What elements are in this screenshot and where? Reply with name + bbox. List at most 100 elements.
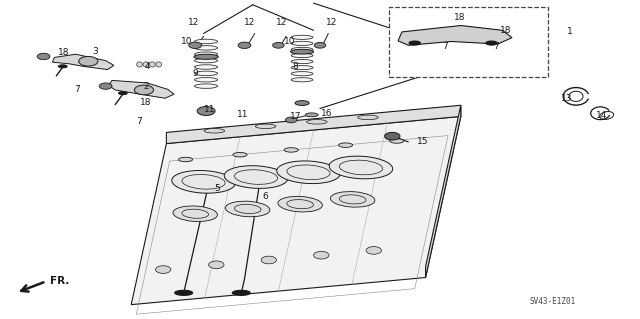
Circle shape: [385, 132, 400, 140]
Ellipse shape: [409, 41, 420, 45]
Ellipse shape: [194, 54, 218, 59]
Text: 13: 13: [561, 94, 572, 103]
Circle shape: [238, 42, 251, 48]
Ellipse shape: [291, 59, 313, 64]
Text: FR.: FR.: [50, 276, 69, 286]
Ellipse shape: [291, 65, 313, 70]
Ellipse shape: [291, 47, 313, 52]
Ellipse shape: [224, 166, 288, 189]
Polygon shape: [131, 116, 461, 305]
Ellipse shape: [339, 143, 353, 147]
Text: 18: 18: [140, 98, 152, 107]
Text: 10: 10: [181, 37, 193, 46]
Circle shape: [156, 266, 171, 273]
Text: 5: 5: [215, 184, 220, 193]
Polygon shape: [52, 54, 114, 70]
Ellipse shape: [291, 41, 313, 46]
Text: 3: 3: [92, 47, 97, 56]
Ellipse shape: [305, 113, 318, 117]
Ellipse shape: [175, 290, 193, 295]
Text: 12: 12: [326, 19, 337, 27]
Text: 7: 7: [74, 85, 79, 94]
Text: 18: 18: [500, 26, 511, 35]
Circle shape: [464, 33, 477, 39]
Text: 14: 14: [596, 111, 607, 120]
Circle shape: [406, 13, 420, 20]
Circle shape: [456, 29, 484, 43]
Text: 11: 11: [204, 105, 216, 114]
Ellipse shape: [173, 206, 218, 221]
Circle shape: [261, 256, 276, 264]
Ellipse shape: [358, 115, 378, 120]
Ellipse shape: [233, 152, 247, 157]
Circle shape: [285, 117, 297, 123]
Ellipse shape: [195, 52, 218, 56]
Text: 7: 7: [137, 117, 142, 126]
Ellipse shape: [195, 46, 218, 50]
Ellipse shape: [390, 139, 404, 143]
Ellipse shape: [137, 62, 143, 67]
Text: 15: 15: [417, 137, 428, 146]
Ellipse shape: [291, 54, 313, 58]
Text: 7: 7: [442, 42, 447, 51]
Ellipse shape: [255, 124, 276, 129]
Circle shape: [99, 83, 112, 89]
Ellipse shape: [195, 78, 218, 82]
Ellipse shape: [278, 197, 323, 212]
Ellipse shape: [330, 192, 375, 207]
Circle shape: [273, 42, 284, 48]
Circle shape: [197, 107, 215, 115]
Polygon shape: [426, 105, 461, 278]
Ellipse shape: [143, 62, 149, 67]
Circle shape: [366, 247, 381, 254]
Ellipse shape: [156, 62, 161, 67]
Ellipse shape: [195, 65, 218, 69]
Ellipse shape: [284, 148, 298, 152]
Text: 8: 8: [293, 63, 298, 71]
Text: 18: 18: [454, 13, 465, 22]
FancyBboxPatch shape: [389, 7, 548, 77]
Ellipse shape: [291, 35, 313, 40]
Text: 12: 12: [244, 19, 255, 27]
Text: 4: 4: [145, 63, 150, 71]
Ellipse shape: [195, 84, 218, 88]
Text: 1: 1: [567, 27, 572, 36]
Ellipse shape: [195, 39, 218, 44]
Ellipse shape: [195, 71, 218, 76]
Ellipse shape: [172, 170, 236, 193]
Text: 6: 6: [263, 192, 268, 201]
Ellipse shape: [225, 201, 270, 217]
Polygon shape: [398, 26, 512, 45]
Text: 17: 17: [290, 112, 301, 121]
Ellipse shape: [118, 92, 127, 95]
Text: 7: 7: [493, 42, 499, 51]
Ellipse shape: [150, 62, 155, 67]
Circle shape: [79, 56, 98, 66]
Ellipse shape: [307, 120, 327, 124]
Polygon shape: [109, 80, 174, 98]
Ellipse shape: [486, 41, 497, 45]
Text: 16: 16: [321, 109, 332, 118]
Circle shape: [209, 261, 224, 269]
Circle shape: [314, 42, 326, 48]
Ellipse shape: [195, 58, 218, 63]
Ellipse shape: [276, 161, 340, 184]
Text: 9: 9: [193, 69, 198, 78]
Polygon shape: [166, 105, 461, 144]
Text: SV43-E1Z01: SV43-E1Z01: [530, 297, 576, 306]
Circle shape: [37, 53, 50, 60]
Text: 11: 11: [237, 110, 249, 119]
Text: 12: 12: [188, 19, 199, 27]
Ellipse shape: [58, 65, 67, 68]
Text: 18: 18: [58, 48, 70, 57]
Circle shape: [189, 42, 202, 48]
Ellipse shape: [295, 100, 309, 105]
Ellipse shape: [291, 78, 313, 82]
Circle shape: [134, 85, 154, 95]
Circle shape: [314, 251, 329, 259]
Ellipse shape: [179, 157, 193, 162]
Ellipse shape: [329, 156, 393, 179]
Ellipse shape: [232, 290, 250, 295]
Text: 12: 12: [276, 19, 287, 27]
Text: 2: 2: [143, 82, 148, 91]
